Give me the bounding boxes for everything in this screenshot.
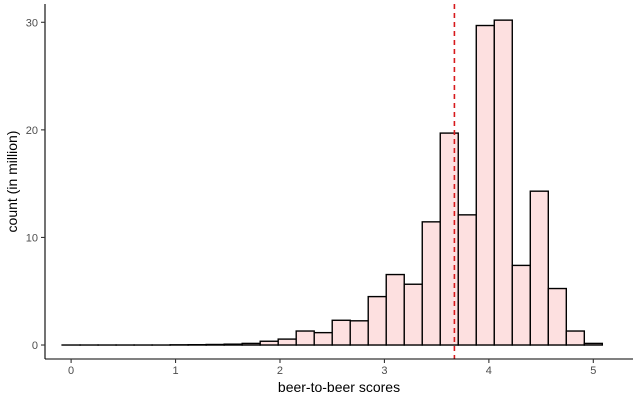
histogram-bar-21 <box>439 132 459 346</box>
histogram-bar-18 <box>385 273 405 346</box>
x-tick-label-0: 0 <box>68 365 74 377</box>
histogram-bar-25 <box>511 264 531 346</box>
histogram-bar-13 <box>295 330 315 346</box>
y-tick-label-30: 30 <box>26 17 38 29</box>
y-tick-label-20: 20 <box>26 125 38 137</box>
histogram-bar-24 <box>493 19 513 346</box>
histogram-bar-22 <box>457 214 477 346</box>
histogram-bar-20 <box>421 221 441 346</box>
y-axis-title: count (in million) <box>4 131 20 233</box>
y-tick-label-0: 0 <box>32 340 38 352</box>
histogram-bar-10 <box>241 342 261 346</box>
histogram-bar-19 <box>403 283 423 346</box>
x-tick-label-3: 3 <box>381 365 387 377</box>
histogram-bar-29 <box>583 342 604 346</box>
x-tick-label-1: 1 <box>172 365 178 377</box>
bars-layer <box>61 19 604 346</box>
histogram-bar-14 <box>313 331 333 346</box>
y-tick-label-10: 10 <box>26 232 38 244</box>
histogram-bar-27 <box>547 287 568 346</box>
x-tick-label-2: 2 <box>277 365 283 377</box>
x-tick-label-5: 5 <box>590 365 596 377</box>
histogram-bar-28 <box>565 330 586 346</box>
histogram-bar-17 <box>367 295 387 346</box>
x-axis: 0 1 2 3 4 5 <box>45 358 633 377</box>
histogram-bar-26 <box>529 190 549 346</box>
histogram-bar-12 <box>277 338 297 346</box>
histogram-bar-8 <box>205 343 225 346</box>
histogram-bar-9 <box>223 343 243 346</box>
x-tick-label-4: 4 <box>486 365 492 377</box>
y-axis: 0 10 20 30 <box>26 4 46 359</box>
histogram-bar-11 <box>259 340 279 346</box>
histogram-bar-16 <box>349 320 369 346</box>
histogram-bar-15 <box>331 319 351 346</box>
histogram-bar-23 <box>475 24 495 346</box>
x-axis-title: beer-to-beer scores <box>278 379 400 395</box>
